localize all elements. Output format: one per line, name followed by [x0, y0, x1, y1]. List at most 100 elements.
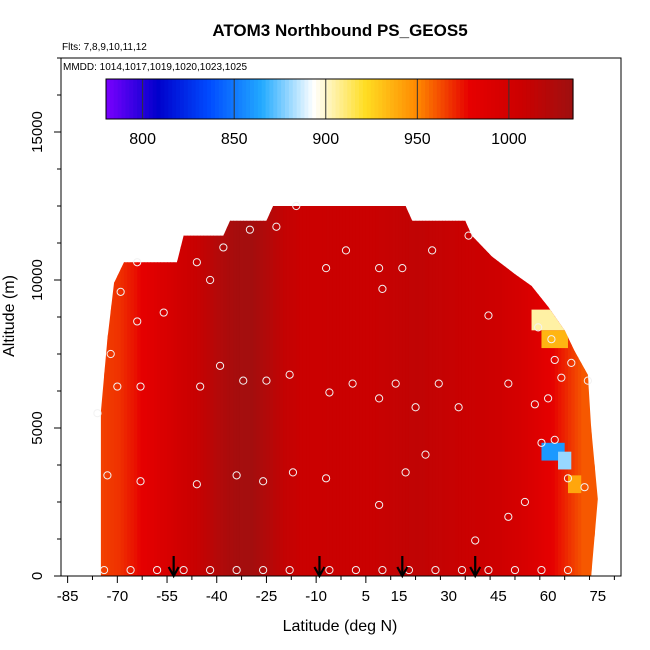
sample-point: [398, 264, 407, 273]
colorbar-tick-label: 900: [312, 131, 339, 148]
heatmap-column: [485, 206, 490, 576]
heatmap-column: [150, 206, 155, 576]
heatmap-column: [342, 206, 347, 576]
colorbar-swatch: [137, 79, 142, 119]
heatmap-column: [355, 206, 360, 576]
heatmap-column: [528, 206, 533, 576]
heatmap-column: [130, 206, 135, 576]
colorbar-swatch: [351, 79, 356, 119]
heatmap-column: [153, 206, 158, 576]
heatmap-column: [571, 206, 576, 576]
x-tick-label: -55: [156, 588, 178, 605]
heatmap-column: [200, 206, 205, 576]
sample-point: [192, 480, 201, 489]
sample-point: [351, 565, 361, 575]
heatmap-anomaly: [558, 451, 572, 470]
sample-point: [375, 394, 384, 403]
colorbar-swatch: [421, 79, 426, 119]
colorbar-swatch: [230, 79, 236, 119]
heatmap-column: [143, 206, 148, 576]
colorbar-swatch: [541, 79, 547, 119]
heatmap-column: [481, 206, 486, 576]
sample-point: [550, 435, 559, 444]
colorbar-swatch: [160, 79, 165, 119]
colorbar-swatch: [218, 79, 224, 119]
heatmap-column: [561, 206, 566, 576]
sample-point: [292, 201, 301, 211]
colorbar: 800 850 900 950 1000: [105, 78, 574, 148]
heatmap-column: [286, 206, 291, 576]
flights-subtitle: Flts: 7,8,9,10,11,12: [62, 42, 147, 53]
sample-point: [325, 565, 334, 575]
colorbar-swatch: [253, 79, 259, 119]
heatmap-column: [548, 206, 553, 576]
sample-point: [550, 355, 559, 365]
colorbar-swatch: [156, 79, 162, 119]
heatmap-cells: [100, 206, 598, 576]
heatmap-column: [514, 206, 519, 576]
colorbar-swatch: [487, 79, 492, 119]
heatmap-column: [455, 206, 460, 576]
y-tick-label: 0: [29, 572, 46, 580]
colorbar-swatch: [109, 79, 115, 119]
heatmap-column: [220, 206, 224, 576]
heatmap-column: [316, 206, 321, 576]
sample-point: [534, 323, 543, 332]
colorbar-swatch: [242, 79, 247, 119]
sample-point: [563, 565, 573, 575]
colorbar-swatch: [133, 79, 138, 119]
heatmap-column: [332, 206, 337, 576]
sample-point: [375, 264, 384, 273]
heatmap-column: [236, 206, 241, 576]
sample-point: [232, 565, 241, 575]
heatmap-column: [273, 206, 277, 576]
colorbar-swatch: [179, 79, 185, 119]
colorbar-swatch: [358, 79, 364, 119]
heatmap-column: [140, 206, 145, 576]
colorbar-swatch: [246, 79, 251, 119]
heatmap-column: [256, 206, 261, 576]
heatmap-column: [395, 206, 400, 576]
colorbar-swatch: [448, 79, 453, 119]
heatmap-column: [233, 206, 238, 576]
sample-point: [375, 500, 384, 510]
sample-point: [484, 311, 493, 320]
sample-point: [471, 536, 480, 545]
colorbar-swatch: [339, 79, 344, 119]
colorbar-swatch: [285, 79, 290, 119]
heatmap-column: [190, 206, 195, 576]
heatmap-column: [581, 206, 586, 576]
colorbar-swatch: [386, 79, 391, 119]
colorbar-swatch: [510, 79, 516, 119]
heatmap-column: [196, 206, 201, 576]
colorbar-swatch: [292, 79, 298, 119]
heatmap-column: [203, 206, 208, 576]
colorbar-swatch: [238, 79, 243, 119]
sample-point: [504, 379, 513, 388]
heatmap-column: [478, 206, 483, 576]
colorbar-swatch: [549, 79, 555, 119]
heatmap-column: [229, 206, 234, 576]
heatmap-column: [534, 206, 539, 576]
sample-point: [454, 403, 463, 412]
colorbar-swatch: [429, 79, 434, 119]
colorbar-swatch: [534, 79, 539, 119]
heatmap-column: [408, 206, 413, 576]
colorbar-swatch: [355, 79, 360, 119]
heatmap-column: [452, 206, 456, 576]
colorbar-swatch: [144, 79, 150, 119]
colorbar-swatch: [214, 79, 220, 119]
sample-point: [583, 376, 592, 385]
colorbar-swatch: [125, 79, 130, 119]
heatmap-column: [269, 206, 274, 576]
heatmap-column: [495, 206, 499, 576]
heatmap-column: [289, 206, 294, 576]
colorbar-swatch: [495, 79, 500, 119]
heatmap-column: [365, 206, 370, 576]
heatmap-column: [246, 206, 251, 576]
heatmap-column: [402, 206, 407, 576]
x-tick-label: -40: [206, 588, 228, 605]
heatmap-column: [375, 206, 380, 576]
colorbar-swatch: [152, 79, 158, 119]
